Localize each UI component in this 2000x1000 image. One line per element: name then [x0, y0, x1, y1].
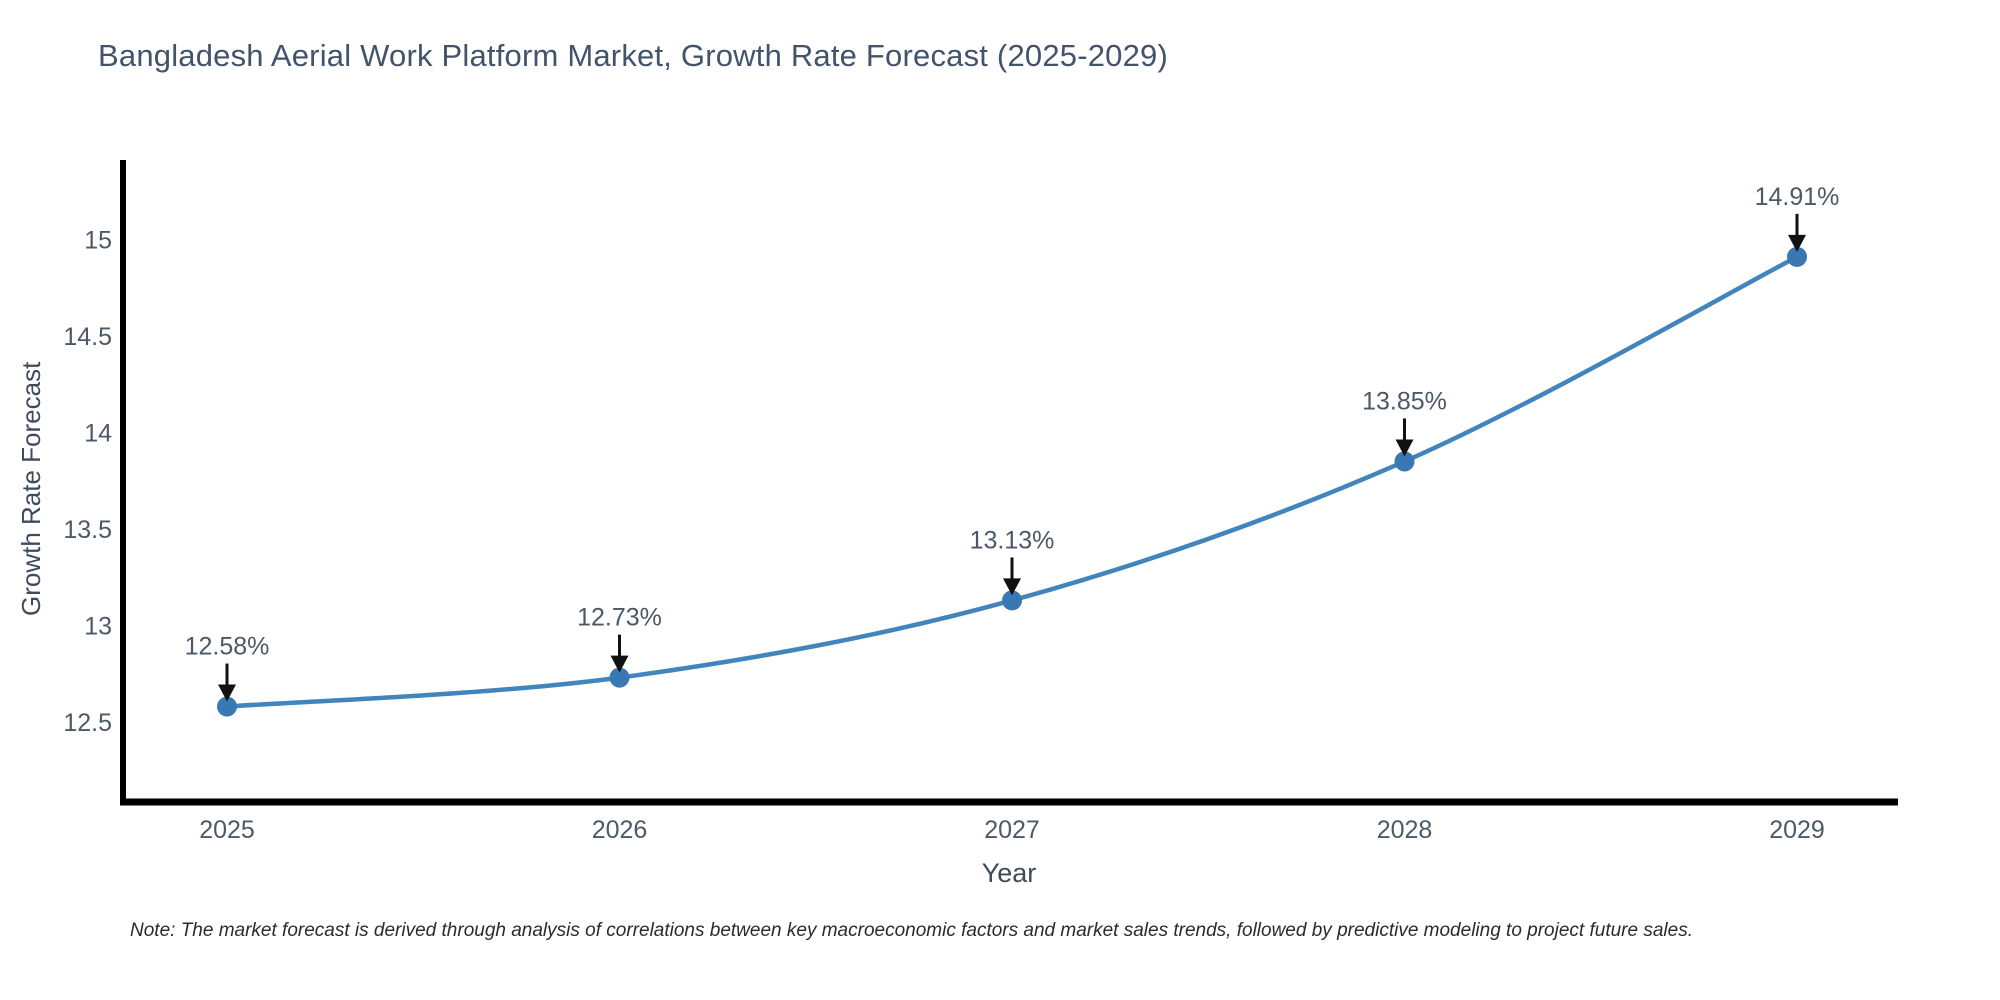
y-tick-label: 15	[84, 227, 112, 255]
data-point-marker[interactable]	[1394, 451, 1415, 472]
data-point-label: 12.73%	[577, 604, 662, 632]
x-tick-label: 2028	[1377, 816, 1433, 844]
x-tick-label: 2025	[199, 816, 255, 844]
y-tick-label: 14.5	[63, 323, 112, 351]
annotation-arrow-head-icon	[610, 655, 629, 673]
annotation-arrow-head-icon	[218, 684, 236, 702]
x-tick-label: 2027	[984, 816, 1040, 844]
y-tick-label: 14	[84, 420, 112, 448]
annotation-arrow-head-icon	[1395, 439, 1414, 457]
chart-title: Bangladesh Aerial Work Platform Market, …	[98, 38, 1169, 73]
annotation-arrow-head-icon	[1003, 578, 1021, 596]
chart-note: Note: The market forecast is derived thr…	[130, 920, 1693, 941]
x-axis-title: Year	[981, 858, 1037, 888]
data-point-marker[interactable]	[609, 667, 630, 688]
data-point-marker[interactable]	[217, 696, 237, 717]
y-tick-label: 13.5	[63, 516, 112, 544]
data-point-label: 13.13%	[970, 526, 1055, 554]
data-point-label: 14.91%	[1755, 183, 1840, 211]
data-point-label: 13.85%	[1362, 387, 1447, 415]
data-point-label: 12.58%	[185, 633, 270, 661]
annotation-arrow-head-icon	[1788, 234, 1806, 252]
y-tick-label: 12.5	[63, 709, 112, 737]
data-point-marker[interactable]	[1787, 246, 1807, 267]
series-line	[224, 254, 1800, 709]
x-tick-label: 2026	[592, 816, 648, 844]
y-tick-label: 13	[84, 613, 112, 641]
data-point-marker[interactable]	[1002, 590, 1022, 611]
x-tick-label: 2029	[1769, 816, 1825, 844]
